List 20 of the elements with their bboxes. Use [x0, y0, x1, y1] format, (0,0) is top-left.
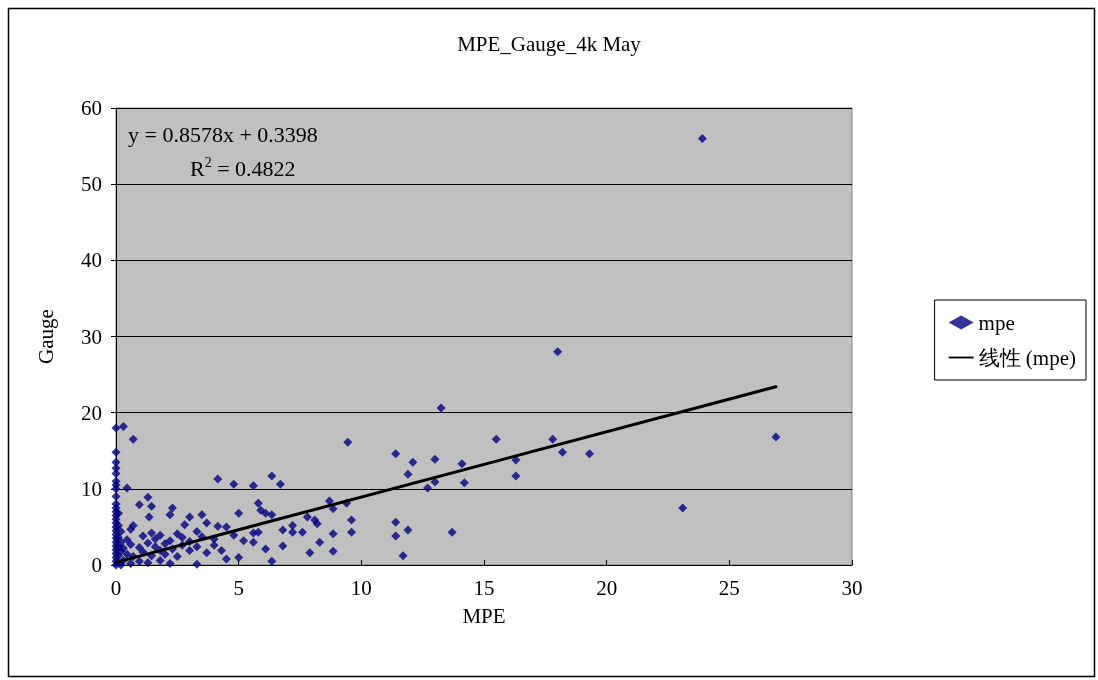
x-axis-title: MPE: [462, 603, 506, 628]
y-tick-label: 10: [81, 476, 102, 501]
x-tick-label: 15: [473, 575, 495, 600]
x-tick-label: 30: [841, 575, 863, 600]
x-tick-label: 5: [233, 575, 244, 600]
legend-label: 线性 (mpe): [978, 345, 1077, 370]
y-tick-label: 40: [81, 248, 102, 273]
x-tick-label: 0: [110, 575, 122, 600]
legend-label: mpe: [978, 310, 1015, 335]
y-tick-label: 20: [81, 400, 102, 425]
chart-title: MPE_Gauge_4k May: [457, 31, 642, 56]
y-axis-title: Gauge: [33, 309, 58, 364]
y-tick-label: 30: [81, 324, 102, 349]
x-tick-label: 20: [596, 575, 618, 600]
y-tick-label: 50: [81, 172, 102, 197]
x-tick-label: 25: [718, 575, 740, 600]
annotation: y = 0.8578x + 0.3398: [128, 121, 318, 147]
y-tick-label: 0: [91, 553, 102, 577]
y-tick-label: 60: [81, 96, 102, 120]
x-tick-label: 10: [350, 575, 372, 600]
